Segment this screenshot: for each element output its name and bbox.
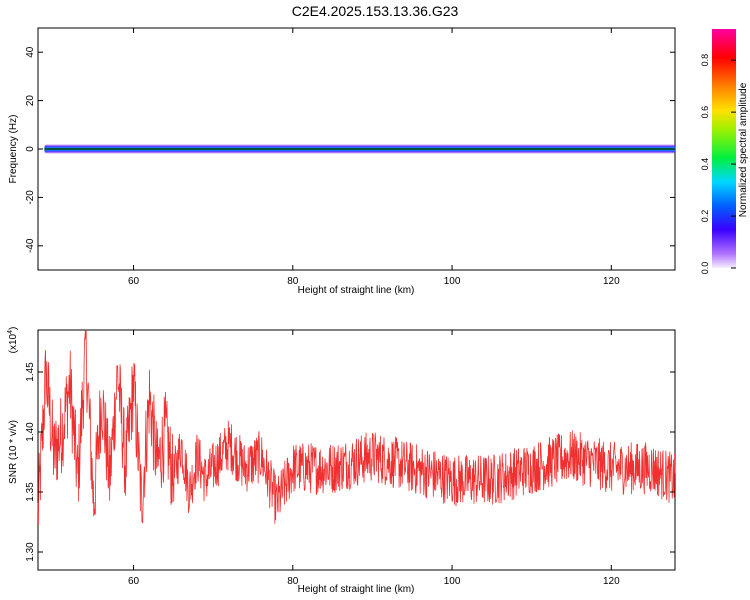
snr-series-line xyxy=(37,329,676,526)
spectral-band xyxy=(44,144,676,154)
spectrogram-x-tick-label: 120 xyxy=(603,276,620,287)
snr-y-tick-label: 1.30 xyxy=(25,542,36,562)
spectrogram-x-tick-label: 60 xyxy=(128,276,140,287)
colorbar-tick-label: 0.0 xyxy=(700,262,710,275)
colorbar: 0.0 0.2 0.4 0.6 0.8 Normalized spectral ampl… xyxy=(700,29,749,274)
snr-x-tick-label: 80 xyxy=(287,576,299,587)
snr-x-tick-label: 100 xyxy=(444,576,461,587)
spectrogram-y-tick-label: -20 xyxy=(25,190,36,205)
snr-y-tick-label: 1.45 xyxy=(25,362,36,382)
colorbar-ticks: 0.0 0.2 0.4 0.6 0.8 xyxy=(700,54,736,274)
colorbar-label: Normalized spectral amplitude xyxy=(738,82,749,217)
colorbar-gradient xyxy=(712,29,736,268)
snr-x-label: Height of straight line (km) xyxy=(298,584,415,595)
snr-y-tick-label: 1.35 xyxy=(25,482,36,502)
spectrogram-x-tick-label: 100 xyxy=(444,276,461,287)
spectrogram-y-label: Frequency (Hz) xyxy=(8,115,19,184)
spectrogram-y-ticks: -40 -20 0 20 40 xyxy=(25,46,675,253)
snr-x-ticks: 60 80 100 120 xyxy=(128,330,620,587)
spectrogram-y-tick-label: 0 xyxy=(25,146,36,152)
colorbar-tick-label: 0.4 xyxy=(700,158,710,171)
colorbar-tick-label: 0.8 xyxy=(700,54,710,67)
spectrogram-y-tick-label: -40 xyxy=(25,238,36,253)
colorbar-tick-label: 0.2 xyxy=(700,210,710,223)
snr-x-tick-label: 60 xyxy=(128,576,140,587)
spectrogram-y-tick-label: 40 xyxy=(25,46,36,58)
spectrogram-x-ticks: 60 80 100 120 xyxy=(128,28,620,287)
colorbar-tick-label: 0.6 xyxy=(700,106,710,119)
figure-title: C2E4.2025.153.13.36.G23 xyxy=(291,3,459,19)
spectrogram-panel: 60 80 100 120 -40 -20 0 20 40 Height of straigh… xyxy=(8,27,676,296)
snr-panel: 60 80 100 120 1.30 1.35 1.40 1.45 Height of st… xyxy=(7,327,676,595)
snr-y-ticks: 1.30 1.35 1.40 1.45 xyxy=(25,362,675,562)
snr-scale-factor: (x104) xyxy=(7,327,19,354)
svg-text:(x104): (x104) xyxy=(7,327,19,354)
snr-y-tick-label: 1.40 xyxy=(25,422,36,442)
spectrogram-x-label: Height of straight line (km) xyxy=(298,285,415,296)
snr-y-label: SNR (10 * v/v) xyxy=(8,420,19,484)
spectrogram-x-tick-label: 80 xyxy=(287,276,299,287)
spectrogram-y-tick-label: 20 xyxy=(25,95,36,107)
snr-x-tick-label: 120 xyxy=(603,576,620,587)
